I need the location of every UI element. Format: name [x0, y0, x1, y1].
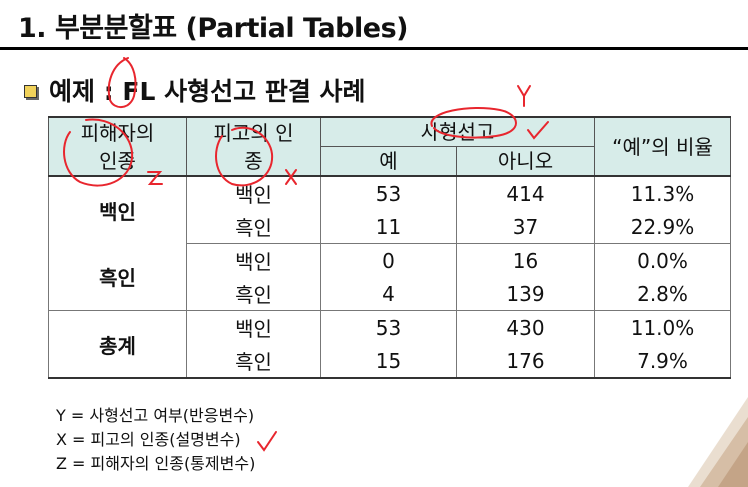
yes-ratio-cell: 0.0%	[594, 243, 731, 277]
yes-count-cell: 53	[320, 176, 457, 210]
note-explanatory-variable: X = 피고의 인종(설명변수)	[56, 430, 241, 449]
yes-ratio-cell: 22.9%	[594, 210, 731, 244]
group-label-black-victim: 흑인	[48, 243, 187, 311]
group-label-white-victim: 백인	[48, 176, 187, 244]
group-label-total: 총계	[48, 310, 187, 379]
defendant-cell: 흑인	[186, 344, 321, 379]
header-yes-ratio: “예”의 비율	[594, 116, 731, 177]
defendant-cell: 흑인	[186, 210, 321, 244]
yes-ratio-cell: 11.0%	[594, 310, 731, 344]
header-defendant-race: 피고의 인종	[186, 116, 321, 177]
defendant-cell: 백인	[186, 176, 321, 210]
header-yes: 예	[320, 146, 457, 177]
no-count-cell: 37	[456, 210, 595, 244]
defendant-cell: 백인	[186, 243, 321, 277]
header-victim-race: 피해자의 인종	[48, 116, 187, 177]
yes-count-cell: 11	[320, 210, 457, 244]
note-control-variable: Z = 피해자의 인종(통제변수)	[56, 454, 256, 473]
yes-ratio-cell: 7.9%	[594, 344, 731, 379]
page-title: 1. 부분분할표 (Partial Tables)	[18, 13, 408, 44]
header-no: 아니오	[456, 146, 595, 177]
header-death-penalty: 사형선고	[320, 116, 595, 147]
partial-table: 피해자의 인종 피고의 인종 사형선고 “예”의 비율 예 아니오 백인 백인 …	[48, 116, 731, 379]
defendant-cell: 흑인	[186, 277, 321, 311]
y-stroke	[517, 85, 531, 107]
example-heading: 예제 : FL 사형선고 판결 사례	[24, 72, 366, 108]
corner-decoration	[688, 397, 748, 487]
no-count-cell: 430	[456, 310, 595, 344]
defendant-cell: 백인	[186, 310, 321, 344]
title-rule	[0, 47, 748, 50]
no-count-cell: 414	[456, 176, 595, 210]
yes-count-cell: 53	[320, 310, 457, 344]
yes-ratio-cell: 2.8%	[594, 277, 731, 311]
square-bullet-icon	[24, 84, 37, 98]
yes-count-cell: 15	[320, 344, 457, 379]
yes-count-cell: 0	[320, 243, 457, 277]
no-count-cell: 139	[456, 277, 595, 311]
note-response-variable: Y = 사형선고 여부(반응변수)	[56, 406, 255, 425]
variable-notes: Y = 사형선고 여부(반응변수) X = 피고의 인종(설명변수) Z = 피…	[56, 404, 255, 476]
check-mark-explanatory-note	[257, 431, 277, 452]
no-count-cell: 16	[456, 243, 595, 277]
yes-count-cell: 4	[320, 277, 457, 311]
no-count-cell: 176	[456, 344, 595, 379]
example-heading-text: 예제 : FL 사형선고 판결 사례	[49, 77, 366, 106]
yes-ratio-cell: 11.3%	[594, 176, 731, 210]
